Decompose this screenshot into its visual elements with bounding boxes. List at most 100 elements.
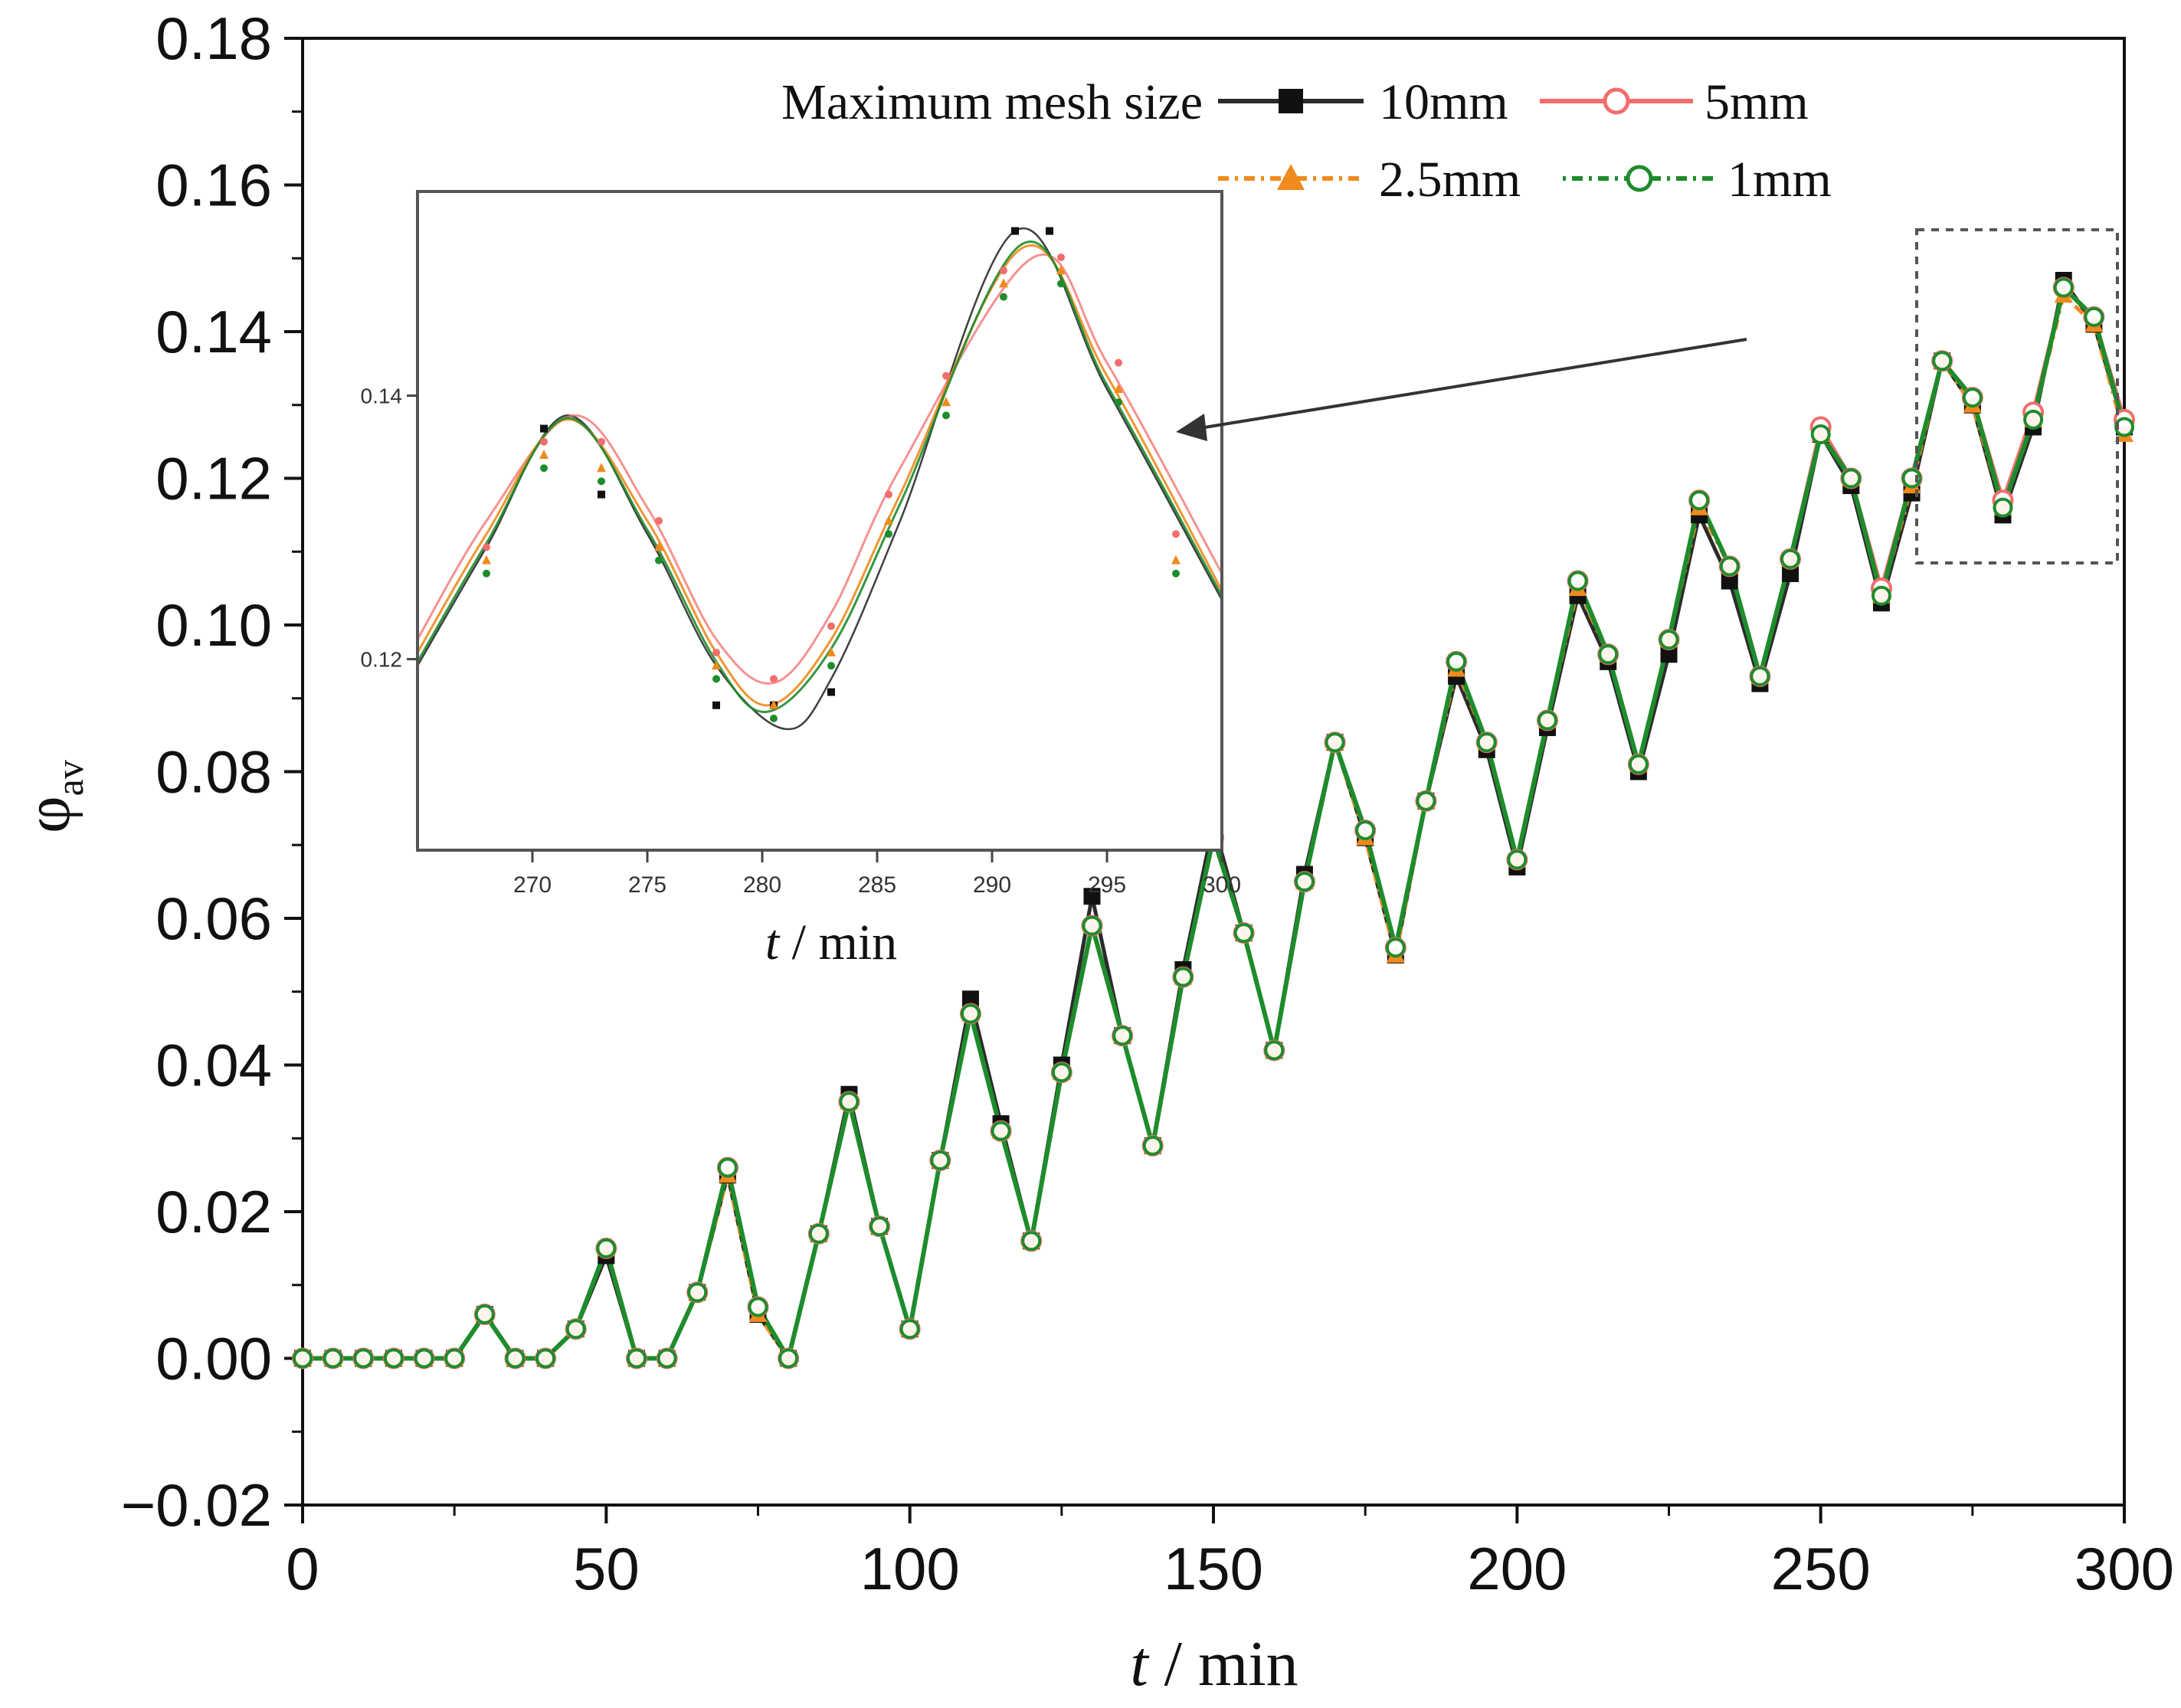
data-point-1mm [474,1304,495,1325]
legend-entry-5mm: 5mm [1540,74,1809,130]
data-point-1mm [596,1238,617,1258]
inset-data-point-1mm [540,464,548,473]
inset-data-point-1mm [1172,569,1180,578]
data-point-1mm [565,1319,586,1340]
data-point-1mm [687,1282,708,1303]
data-point-1mm [1810,424,1831,445]
inset-data-point-1mm [1000,293,1007,301]
x-tick-label: 100 [860,1535,960,1602]
inset-data-point-5mm [598,437,605,446]
x-tick-label: 300 [2075,1535,2174,1602]
y-tick-label: 0.04 [156,1032,272,1099]
inset-data-point-10mm [712,701,720,709]
inset-data-point-10mm [598,490,605,499]
inset-data-point-2-5mm [539,450,549,459]
x-axis-label-var: t [1130,1628,1150,1700]
inset-data-point-1mm [1057,280,1065,288]
data-point-1mm [505,1348,526,1369]
zoom-arrow-head [1176,414,1207,441]
inset-x-tick-label: 270 [513,872,552,898]
data-point-1mm [353,1348,374,1369]
legend-entry-10mm: 10mm [1218,74,1508,130]
legend: Maximum mesh size 10mm 5mm 2.5mm 1mm [781,74,1832,208]
data-point-1mm [1567,571,1588,591]
data-point-1mm [657,1348,677,1369]
inset-data-point-10mm [1011,227,1019,235]
inset-x-axis-label: t / min [765,915,897,970]
data-point-10mm [1083,888,1101,905]
data-point-1mm [1476,732,1497,753]
inset-data-point-5mm [540,437,548,446]
x-tick-label: 250 [1771,1535,1871,1602]
data-point-1mm [1993,497,2013,518]
legend-label-1mm: 1mm [1727,152,1832,208]
zoom-arrow-line [1194,338,1747,430]
data-point-1mm [2053,277,2074,298]
x-axis-label: t / min [1130,1628,1298,1700]
data-point-1mm [1689,490,1710,511]
inset-background [418,191,1222,850]
legend-marker-2-5mm [1277,164,1305,190]
inset-data-point-1mm [1115,398,1122,407]
data-point-1mm [1871,585,1891,606]
inset-x-axis-label-var: t [765,915,781,970]
inset-data-point-2-5mm [827,647,836,656]
inset-data-point-2-5mm [884,515,893,525]
inset-series-line-1mm [418,240,1222,713]
data-point-1mm [323,1348,343,1369]
legend-marker-10mm [1279,89,1303,113]
inset-data-point-5mm [827,622,835,630]
inset-data-point-5mm [1057,254,1065,261]
inset-data-point-1mm [712,675,720,683]
legend-title: Maximum mesh size [781,74,1203,130]
data-point-10mm [1721,572,1738,590]
data-point-1mm [717,1157,738,1178]
data-point-1mm [414,1348,434,1369]
inset-data-point-1mm [598,477,605,486]
data-point-1mm [1932,351,1953,371]
data-point-1mm [293,1348,313,1369]
inset-data-point-2-5mm [597,463,606,473]
data-point-1mm [1719,556,1740,577]
legend-marker-5mm [1603,87,1630,115]
data-point-1mm [626,1348,647,1369]
data-point-1mm [1750,666,1770,687]
y-tick-label: 0.12 [156,445,272,512]
data-point-1mm [1355,820,1376,841]
inset-data-point-5mm [483,543,490,551]
data-point-1mm [1082,915,1102,936]
data-point-1mm [444,1348,465,1369]
data-point-1mm [2084,306,2104,327]
inset-data-point-1mm [483,569,490,578]
data-point-1mm [1173,967,1194,987]
inset-x-tick-label: 280 [743,872,781,898]
data-point-1mm [2023,409,2044,430]
inset-data-point-10mm [1046,227,1053,235]
inset-data-point-1mm [655,556,663,564]
data-point-1mm [1416,790,1436,811]
y-tick-label: 0.06 [156,885,272,952]
y-tick-label: 0.10 [156,591,272,659]
data-point-1mm [1507,849,1528,870]
x-tick-label: 200 [1467,1535,1567,1602]
inset-data-point-1mm [885,530,892,538]
inset-data-point-2-5mm [1171,555,1181,564]
zoom-region-box [1915,228,2119,564]
inset-x-axis-label-unit: / min [779,915,897,970]
legend-entry-2-5mm: 2.5mm [1218,152,1521,208]
inset-data-point-2-5mm [654,542,663,551]
legend-label-2-5mm: 2.5mm [1379,152,1521,208]
data-point-1mm [1142,1135,1163,1156]
y-tick-label: −0.02 [121,1471,272,1539]
inset-frame [416,190,1223,852]
inset-y-tick-label: 0.14 [361,384,403,408]
inset-data-point-2-5mm [999,278,1008,288]
y-tick-label: 0.14 [156,298,272,365]
data-point-1mm [1628,754,1649,774]
legend-label-10mm: 10mm [1379,74,1508,130]
y-tick-label: 0.00 [156,1325,272,1392]
data-point-1mm [1112,1026,1133,1046]
data-point-1mm [960,1003,981,1024]
inset-data-point-1mm [827,662,835,670]
